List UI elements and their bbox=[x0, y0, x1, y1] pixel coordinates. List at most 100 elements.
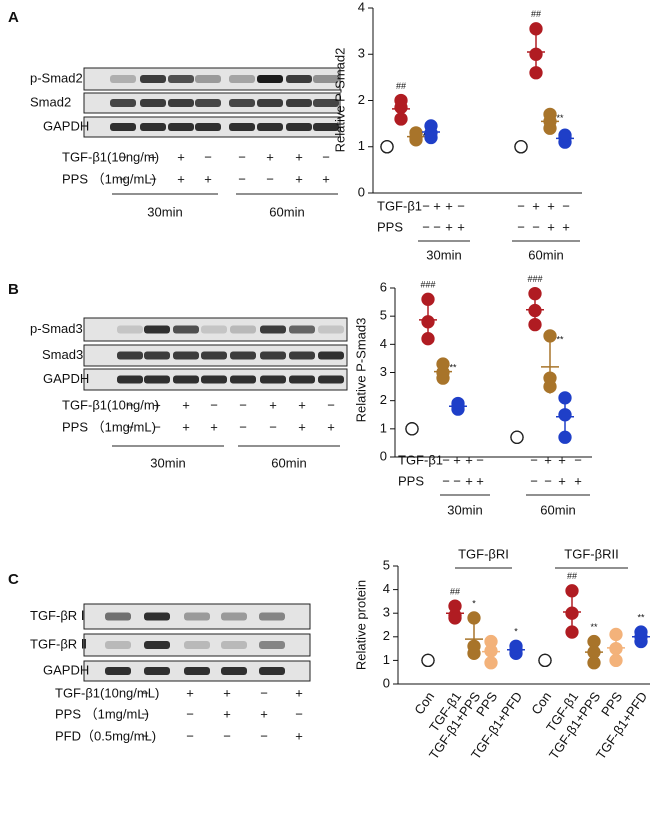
blot-band bbox=[318, 351, 344, 360]
condition-sign: + bbox=[223, 706, 231, 721]
condition-sign: − bbox=[269, 419, 277, 434]
blot-band bbox=[229, 75, 255, 83]
blot-band bbox=[173, 375, 199, 384]
condition-sign: − bbox=[260, 728, 268, 743]
condition-sign: + bbox=[465, 452, 473, 467]
blot-band bbox=[105, 667, 131, 675]
significance-mark: ** bbox=[590, 622, 598, 632]
condition-sign: − bbox=[295, 706, 303, 721]
condition-sign: + bbox=[266, 149, 274, 164]
data-point bbox=[451, 396, 465, 411]
group-label: 60min bbox=[528, 247, 563, 262]
blot-band bbox=[173, 325, 199, 334]
condition-sign: + bbox=[532, 198, 540, 213]
group-label: TGF-βRI bbox=[458, 546, 509, 561]
data-point bbox=[380, 140, 394, 154]
condition-sign: + bbox=[547, 219, 555, 234]
blot-band bbox=[140, 123, 166, 131]
significance-mark: ### bbox=[527, 274, 542, 284]
panel-label: C bbox=[8, 571, 19, 588]
y-tick-label: 1 bbox=[380, 420, 387, 435]
blot-band bbox=[221, 612, 247, 621]
blot-strip bbox=[83, 633, 311, 657]
blot-band bbox=[230, 351, 256, 360]
condition-sign: − bbox=[574, 452, 582, 467]
group-label: 30min bbox=[426, 247, 461, 262]
blot-band bbox=[289, 375, 315, 384]
condition-sign: + bbox=[153, 397, 161, 412]
blot-band bbox=[229, 123, 255, 131]
y-axis-label: Relative P-Smad2 bbox=[332, 48, 347, 153]
blot-band bbox=[286, 99, 312, 107]
data-point bbox=[528, 303, 542, 318]
data-point bbox=[565, 584, 579, 598]
blot-band bbox=[259, 612, 285, 621]
condition-sign: + bbox=[269, 397, 277, 412]
blot-band bbox=[110, 99, 136, 107]
condition-sign: − bbox=[422, 198, 430, 213]
blot-band bbox=[257, 75, 283, 83]
blot-band bbox=[286, 123, 312, 131]
blot-band bbox=[260, 375, 286, 384]
condition-sign: + bbox=[327, 419, 335, 434]
blot-band bbox=[184, 641, 210, 649]
significance-mark: ** bbox=[637, 612, 645, 622]
data-point bbox=[587, 634, 601, 649]
blot-band bbox=[144, 641, 170, 649]
condition-sign: + bbox=[476, 473, 484, 488]
condition-sign: + bbox=[547, 198, 555, 213]
condition-sign: − bbox=[442, 452, 450, 467]
blot-row-label: p-Smad2 bbox=[30, 70, 83, 85]
condition-sign: − bbox=[126, 397, 134, 412]
significance-mark: ## bbox=[567, 571, 577, 581]
blot-band bbox=[140, 75, 166, 83]
data-point bbox=[484, 634, 498, 649]
condition-label: PPS bbox=[377, 219, 403, 234]
blot-band bbox=[144, 375, 170, 384]
blot-band bbox=[144, 351, 170, 360]
condition-sign: − bbox=[517, 219, 525, 234]
data-point bbox=[409, 126, 423, 140]
blot-band bbox=[229, 99, 255, 107]
blot-row-label: GAPDH bbox=[43, 662, 89, 677]
blot-band bbox=[221, 667, 247, 675]
condition-sign: + bbox=[149, 149, 157, 164]
y-tick-label: 3 bbox=[383, 605, 390, 620]
blot-band bbox=[259, 641, 285, 649]
data-point bbox=[421, 315, 435, 329]
condition-sign: + bbox=[204, 171, 212, 186]
data-point bbox=[510, 430, 524, 444]
significance-mark: ** bbox=[556, 334, 564, 344]
condition-sign: − bbox=[141, 685, 149, 700]
group-label: TGF-βRII bbox=[564, 546, 618, 561]
significance-mark: * bbox=[514, 627, 518, 637]
group-label: 60min bbox=[271, 455, 306, 470]
blot-band bbox=[201, 325, 227, 334]
significance-mark: ## bbox=[450, 586, 460, 596]
condition-sign: − bbox=[433, 219, 441, 234]
blot-band bbox=[117, 325, 143, 334]
condition-sign: + bbox=[295, 728, 303, 743]
condition-sign: − bbox=[119, 149, 127, 164]
condition-sign: + bbox=[298, 397, 306, 412]
condition-label: TGF-β1(10ng/mL) bbox=[55, 685, 159, 700]
data-point bbox=[529, 66, 543, 80]
condition-sign: − bbox=[532, 219, 540, 234]
data-point bbox=[528, 317, 542, 332]
condition-sign: − bbox=[422, 219, 430, 234]
blot-band bbox=[260, 351, 286, 360]
y-tick-label: 4 bbox=[358, 0, 365, 14]
blot-band bbox=[313, 123, 339, 131]
condition-sign: − bbox=[186, 706, 194, 721]
blot-band bbox=[286, 75, 312, 83]
data-point bbox=[421, 653, 435, 668]
y-tick-label: 1 bbox=[358, 138, 365, 153]
y-tick-label: 4 bbox=[383, 581, 390, 596]
condition-label: PPS bbox=[398, 473, 424, 488]
condition-sign: − bbox=[544, 473, 552, 488]
data-point bbox=[565, 625, 579, 639]
data-point bbox=[509, 639, 523, 653]
data-point bbox=[467, 611, 481, 625]
data-point bbox=[405, 422, 419, 436]
